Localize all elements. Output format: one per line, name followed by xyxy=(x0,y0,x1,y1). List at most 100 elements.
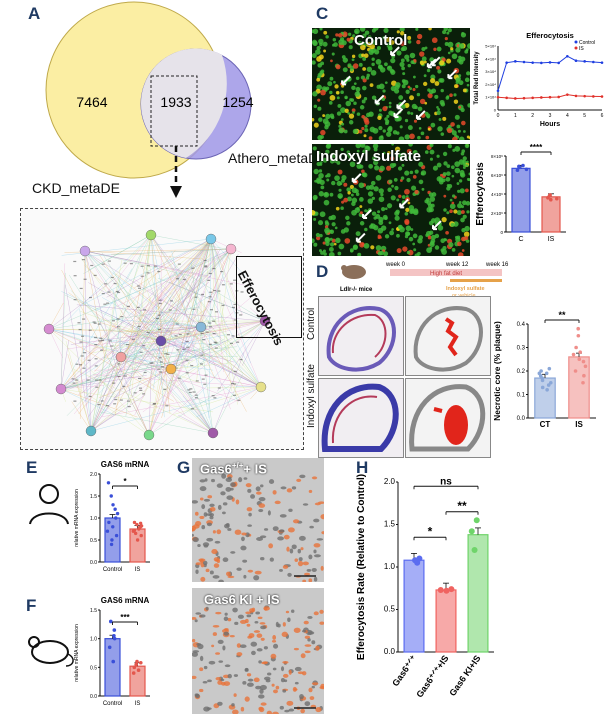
data-point xyxy=(113,507,117,511)
y-tick-label: 1.0 xyxy=(384,562,396,571)
data-point xyxy=(576,333,581,338)
y-axis-label: Total Red Intensity xyxy=(474,51,480,105)
series-point xyxy=(583,60,586,63)
data-point xyxy=(416,555,423,562)
y-tick-label: 6×10⁶ xyxy=(491,173,503,178)
venn-diagram: 7464 1933 1254 xyxy=(45,1,254,198)
panel-label-c: C xyxy=(316,4,329,23)
y-tick-label: 0 xyxy=(500,230,503,235)
venn-right-count: 1254 xyxy=(222,94,253,110)
data-point xyxy=(112,636,117,641)
bar xyxy=(511,167,531,233)
x-tick-label: IS xyxy=(548,236,555,243)
network-hub-node xyxy=(43,323,55,335)
series-point xyxy=(566,93,569,96)
data-point xyxy=(114,533,119,538)
micrograph-control-label: Control xyxy=(354,32,408,49)
data-point xyxy=(108,619,113,624)
series-point xyxy=(557,61,560,65)
data-point xyxy=(105,529,110,533)
arrow-icon xyxy=(355,232,366,243)
significance-label: ns xyxy=(440,476,452,487)
timeline-mouse-label: Ldlr-/- mice xyxy=(340,287,373,293)
data-point xyxy=(539,369,543,373)
y-tick-label: 0.5 xyxy=(384,605,396,614)
bar xyxy=(467,534,489,653)
timeline-week0: week 0 xyxy=(385,262,406,268)
y-tick-label: 1.5 xyxy=(90,608,97,614)
data-point xyxy=(138,521,143,525)
x-tick-label: 5 xyxy=(583,113,586,119)
y-tick-label: 2.0 xyxy=(384,477,396,486)
data-point xyxy=(112,628,117,632)
mouse-icon xyxy=(342,265,366,279)
y-tick-label: 0.0 xyxy=(384,647,396,656)
x-tick-label: 1 xyxy=(514,113,517,119)
data-point xyxy=(111,503,115,507)
series-point xyxy=(531,96,534,100)
network-graph-frame xyxy=(20,208,304,450)
data-point xyxy=(115,511,120,516)
y-tick-label: 2×10⁴ xyxy=(485,82,496,87)
significance-label: **** xyxy=(530,143,543,152)
series-point xyxy=(574,59,578,63)
data-point xyxy=(547,366,552,371)
data-point xyxy=(578,350,582,354)
series-point xyxy=(496,95,500,99)
data-point xyxy=(138,660,143,665)
data-point xyxy=(134,662,138,667)
legend-marker xyxy=(574,40,578,44)
data-point xyxy=(571,352,576,357)
y-tick-label: 1×10⁴ xyxy=(485,95,496,100)
y-axis-label: Efferocytosis Rate (Relative to Control) xyxy=(356,474,367,660)
series-point xyxy=(592,95,595,98)
data-point xyxy=(443,587,450,594)
panel-label-e: E xyxy=(26,458,38,477)
timeline-week16: week 16 xyxy=(485,262,509,268)
x-tick-label: 3 xyxy=(549,113,552,119)
histology-control-necrotic xyxy=(405,296,491,376)
x-tick-label: CT xyxy=(540,420,551,429)
y-tick-label: 0.2 xyxy=(517,369,526,375)
histology-indoxyl-trichrome xyxy=(318,378,404,458)
venn-arrow-head xyxy=(170,186,182,198)
data-point xyxy=(135,659,139,664)
data-point xyxy=(135,538,140,542)
timeline-treatment-label: Indoxyl sulfate xyxy=(446,286,485,292)
y-tick-label: 2.0 xyxy=(90,472,97,478)
series-point xyxy=(505,61,508,64)
x-tick-label: 0 xyxy=(497,113,500,119)
y-axis-label: relative mRNA expression xyxy=(74,489,80,547)
x-tick-label: Control xyxy=(103,567,122,573)
data-point xyxy=(540,385,545,390)
y-tick-label: 0.5 xyxy=(90,665,97,671)
network-hub-node xyxy=(145,229,157,241)
y-tick-label: 2×10⁶ xyxy=(491,211,503,216)
data-point xyxy=(111,659,116,664)
bar xyxy=(403,559,425,653)
data-point xyxy=(114,516,118,520)
y-tick-label: 4×10⁶ xyxy=(491,192,503,197)
panel-label-f: F xyxy=(26,596,37,615)
data-point xyxy=(111,525,115,529)
x-tick-label: IS xyxy=(135,567,141,573)
data-point xyxy=(546,383,551,387)
series-point xyxy=(514,60,517,63)
data-point xyxy=(131,671,136,675)
series-point xyxy=(531,61,534,64)
y-tick-label: 0.1 xyxy=(517,393,526,399)
data-point xyxy=(577,357,582,362)
series-point xyxy=(592,60,595,64)
panel-label-h: H xyxy=(356,458,369,477)
chart-gas6-mouse: GAS6 mRNA 0.0 0.5 1.0 1.5 relative mRNA expre… xyxy=(74,596,150,707)
data-point xyxy=(582,373,586,378)
venn-overlap-box xyxy=(150,75,198,147)
network-hub-node xyxy=(115,351,127,363)
y-tick-label: 0.0 xyxy=(90,694,97,700)
x-tick-label: IS xyxy=(575,420,583,429)
data-point xyxy=(573,369,578,373)
chart-necrotic-core: 0.0 0.1 0.2 0.3 0.4 Necrotic core (% plaque) C… xyxy=(494,310,596,429)
network-hub-node xyxy=(165,363,177,375)
data-point xyxy=(107,645,112,650)
y-tick-label: 4×10⁴ xyxy=(485,56,496,61)
